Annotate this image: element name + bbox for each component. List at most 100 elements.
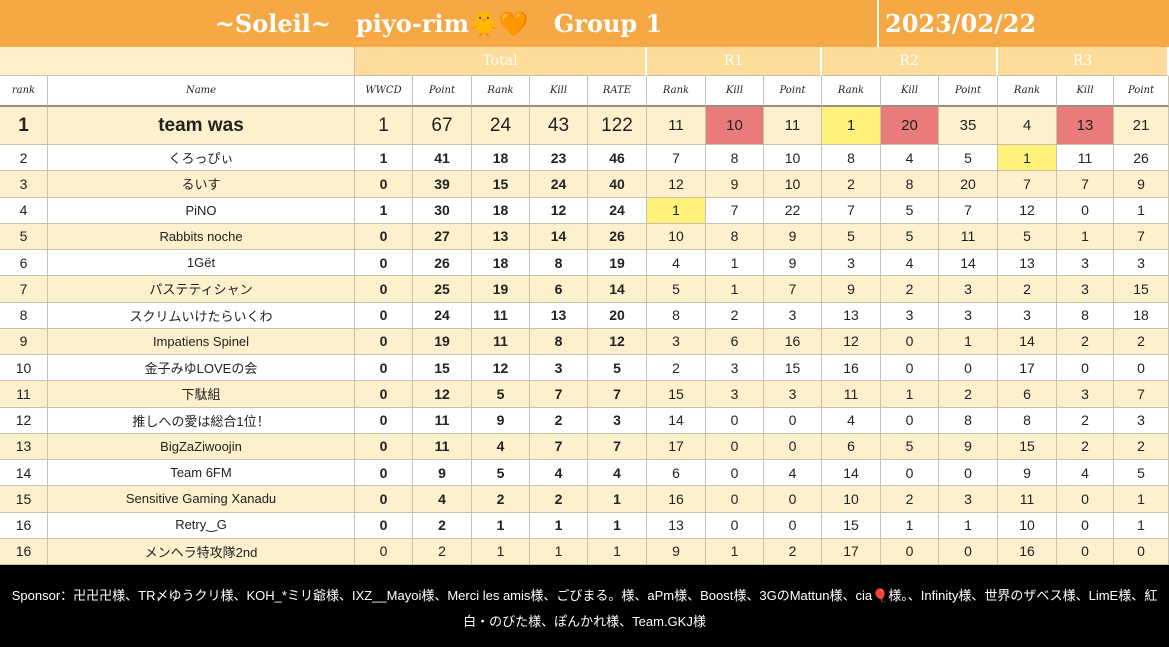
score: 8 [822,145,881,172]
score: 39 [413,171,472,198]
score: 2 [706,302,764,329]
rank: 7 [0,276,48,303]
score: 15 [764,355,822,382]
score: 0 [355,381,413,408]
score: 19 [413,328,472,355]
score: 21 [1114,107,1169,145]
team-name: 下駄組 [48,381,355,408]
score: 0 [355,223,413,250]
score: 0 [1057,486,1114,513]
score: 23 [530,145,588,172]
score: 24 [588,197,647,224]
team-name: パステティシャン [48,276,355,303]
score: 18 [472,250,530,277]
team-name: 1Gët [48,250,355,277]
team-name: Retry‿G [48,512,355,539]
score: 19 [588,250,647,277]
team-name: メンヘラ特攻隊2nd [48,538,355,565]
score: 4 [530,460,588,487]
score: 40 [588,171,647,198]
score: 3 [647,328,706,355]
score: 0 [355,250,413,277]
score: 2 [998,276,1057,303]
score: 0 [1114,355,1169,382]
rank: 3 [0,171,48,198]
score: 0 [764,433,822,460]
group-header: R1 [647,47,822,76]
score: 8 [647,302,706,329]
score: 2 [939,381,998,408]
rank: 10 [0,355,48,382]
score: 4 [472,433,530,460]
score: 0 [355,407,413,434]
score: 5 [822,223,881,250]
score: 1 [530,512,588,539]
score: 5 [998,223,1057,250]
score: 1 [1114,197,1169,224]
score: 1 [588,486,647,513]
score: 7 [822,197,881,224]
score: 26 [1114,145,1169,172]
score: 12 [647,171,706,198]
score: 0 [881,355,939,382]
rank: 6 [0,250,48,277]
score: 1 [1114,512,1169,539]
score: 0 [355,276,413,303]
score: 0 [881,407,939,434]
score: 15 [413,355,472,382]
score: 15 [1114,276,1169,303]
rank: 4 [0,197,48,224]
score: 0 [355,355,413,382]
score: 9 [822,276,881,303]
team-name: BigZaZiwoojin [48,433,355,460]
score: 7 [530,433,588,460]
score: 0 [355,328,413,355]
score: 15 [998,433,1057,460]
score: 20 [881,107,939,145]
score: 3 [764,381,822,408]
score: 13 [822,302,881,329]
score: 2 [413,538,472,565]
score: 5 [472,460,530,487]
score: 14 [647,407,706,434]
score: 0 [881,328,939,355]
score: 26 [588,223,647,250]
score: 2 [822,171,881,198]
score: 1 [1114,486,1169,513]
score: 12 [588,328,647,355]
rank: 13 [0,433,48,460]
score: 0 [355,433,413,460]
score: 1 [472,538,530,565]
score: 15 [822,512,881,539]
score: 8 [1057,302,1114,329]
score: 1 [588,512,647,539]
column-header: Kill [530,76,588,107]
score: 12 [998,197,1057,224]
score: 0 [764,486,822,513]
score: 7 [1114,381,1169,408]
score: 14 [530,223,588,250]
score: 2 [647,355,706,382]
score: 5 [472,381,530,408]
score: 16 [764,328,822,355]
team-name: スクリムいけたらいくわ [48,302,355,329]
score: 0 [706,512,764,539]
score: 7 [939,197,998,224]
score: 1 [881,512,939,539]
score: 3 [998,302,1057,329]
rank: 12 [0,407,48,434]
score: 6 [647,460,706,487]
score: 24 [530,171,588,198]
score: 12 [530,197,588,224]
score: 22 [764,197,822,224]
score: 0 [706,433,764,460]
score: 0 [764,512,822,539]
score: 0 [939,460,998,487]
score: 11 [939,223,998,250]
score: 11 [472,328,530,355]
rank: 15 [0,486,48,513]
score: 9 [472,407,530,434]
score: 13 [1057,107,1114,145]
score: 1 [998,145,1057,172]
score: 18 [472,197,530,224]
